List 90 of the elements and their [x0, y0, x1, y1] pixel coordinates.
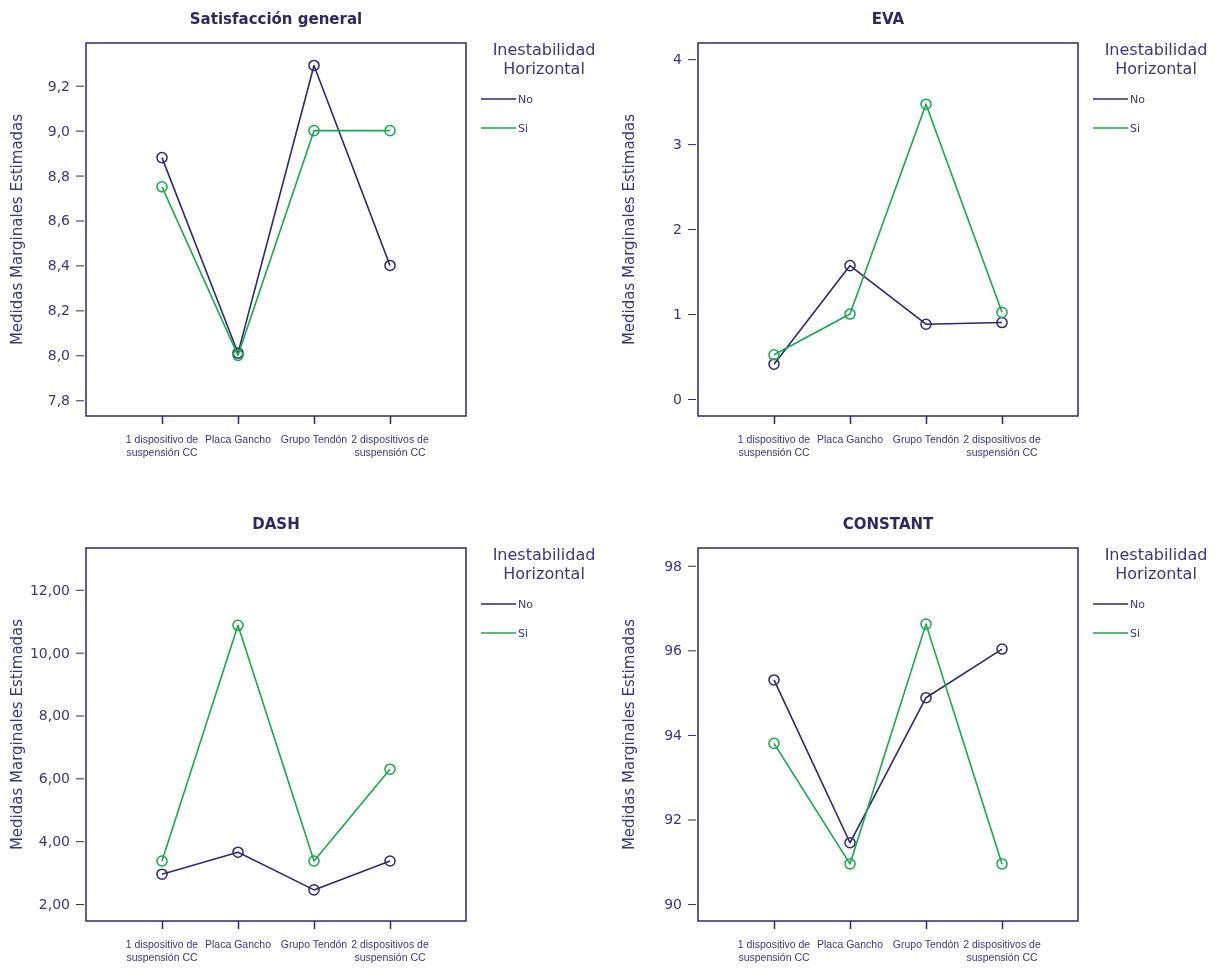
y-tick-label: 96	[664, 642, 683, 659]
legend-title: Inestabilidad Horizontal	[1104, 40, 1208, 78]
x-tick-label: 2 dispositivos de suspensión CC	[351, 433, 429, 458]
x-tick-label: Grupo Tendón	[892, 433, 960, 445]
point	[232, 846, 244, 858]
x-tick-label: 2 dispositivos de suspensión CC	[963, 433, 1041, 458]
x-tick-label: 1 dispositivo de suspensión CC	[737, 938, 811, 963]
y-tick-label: 6,00	[38, 770, 70, 787]
chart-title: CONSTANT	[842, 515, 935, 533]
x-tick-label: Grupo Tendón	[280, 938, 348, 950]
y-tick-label: 7,8	[47, 392, 70, 409]
y-tick-label: 8,8	[47, 167, 70, 184]
point	[844, 858, 856, 870]
y-tick-label: 12,00	[29, 581, 70, 598]
point	[844, 836, 856, 849]
x-tick-label: 2 dispositivos de suspensión CC	[351, 938, 429, 963]
y-tick-label: 2,00	[38, 896, 70, 913]
point	[232, 619, 244, 632]
legend-label: No	[1130, 93, 1146, 106]
y-tick-label: 8,2	[47, 302, 70, 319]
y-tick-label: 94	[664, 726, 683, 743]
point	[308, 855, 320, 867]
point	[996, 306, 1008, 319]
point	[844, 259, 856, 272]
y-axis-title: Medidas Marginales Estimadas	[620, 618, 638, 851]
legend-label: No	[518, 598, 534, 611]
point	[308, 884, 320, 896]
chart-title: DASH	[252, 515, 300, 533]
legend-title: Inestabilidad Horizontal	[492, 40, 596, 78]
point	[308, 59, 320, 72]
x-tick-label: Placa Gancho	[205, 433, 272, 445]
y-tick-label: 9,0	[47, 122, 70, 139]
x-tick-label: 1 dispositivo de suspensión CC	[125, 433, 199, 458]
chart-title: EVA	[871, 10, 905, 28]
point	[156, 151, 168, 164]
point	[156, 181, 168, 193]
y-tick-label: 2	[673, 221, 682, 238]
point	[920, 98, 932, 110]
point	[156, 855, 168, 867]
point	[384, 855, 396, 867]
point	[156, 868, 168, 880]
y-tick-label: 8,00	[38, 707, 70, 724]
y-tick-label: 8,4	[47, 257, 71, 274]
point	[920, 691, 932, 704]
y-tick-label: 10,00	[29, 644, 70, 661]
point	[768, 349, 780, 361]
point	[308, 124, 320, 137]
y-tick-label: 0	[673, 390, 682, 407]
y-tick-label: 4,00	[38, 833, 70, 850]
y-tick-label: 4	[673, 51, 683, 68]
x-tick-label: Placa Gancho	[205, 938, 272, 950]
x-tick-label: Grupo Tendón	[892, 938, 960, 950]
legend-title: Inestabilidad Horizontal	[1104, 545, 1208, 583]
y-tick-label: 3	[673, 136, 682, 153]
x-tick-label: 1 dispositivo de suspensión CC	[737, 433, 811, 458]
y-tick-label: 8,6	[47, 212, 71, 229]
y-axis-title: Medidas Marginales Estimadas	[620, 113, 638, 346]
x-tick-label: 2 dispositivos de suspensión CC	[963, 938, 1041, 963]
point	[384, 763, 396, 776]
x-tick-label: Grupo Tendón	[280, 433, 348, 445]
legend-label: Si	[1130, 627, 1141, 640]
legend-title: Inestabilidad Horizontal	[492, 545, 596, 583]
legend-label: Si	[1130, 122, 1141, 135]
y-tick-label: 1	[673, 306, 682, 323]
legend-label: No	[1130, 598, 1146, 611]
x-tick-label: Placa Gancho	[817, 938, 884, 950]
y-tick-label: 90	[664, 896, 682, 913]
legend-label: Si	[518, 122, 529, 135]
y-tick-label: 8,0	[47, 347, 70, 364]
point	[996, 643, 1008, 655]
point	[384, 259, 396, 272]
point	[768, 674, 780, 686]
point	[844, 308, 856, 320]
point	[768, 737, 780, 750]
y-tick-label: 98	[664, 557, 682, 574]
legend-label: No	[518, 93, 534, 106]
y-axis-title: Medidas Marginales Estimadas	[8, 618, 26, 851]
point	[384, 124, 396, 137]
legend-label: Si	[518, 627, 529, 640]
point	[768, 358, 780, 370]
point	[996, 858, 1008, 870]
x-tick-label: 1 dispositivo de suspensión CC	[125, 938, 199, 963]
y-axis-title: Medidas Marginales Estimadas	[8, 113, 26, 346]
point	[920, 618, 932, 630]
chart-title: Satisfacción general	[189, 10, 363, 28]
point	[920, 318, 932, 331]
point	[996, 316, 1008, 329]
y-tick-label: 92	[664, 811, 682, 828]
x-tick-label: Placa Gancho	[817, 433, 884, 445]
y-tick-label: 9,2	[47, 77, 70, 94]
